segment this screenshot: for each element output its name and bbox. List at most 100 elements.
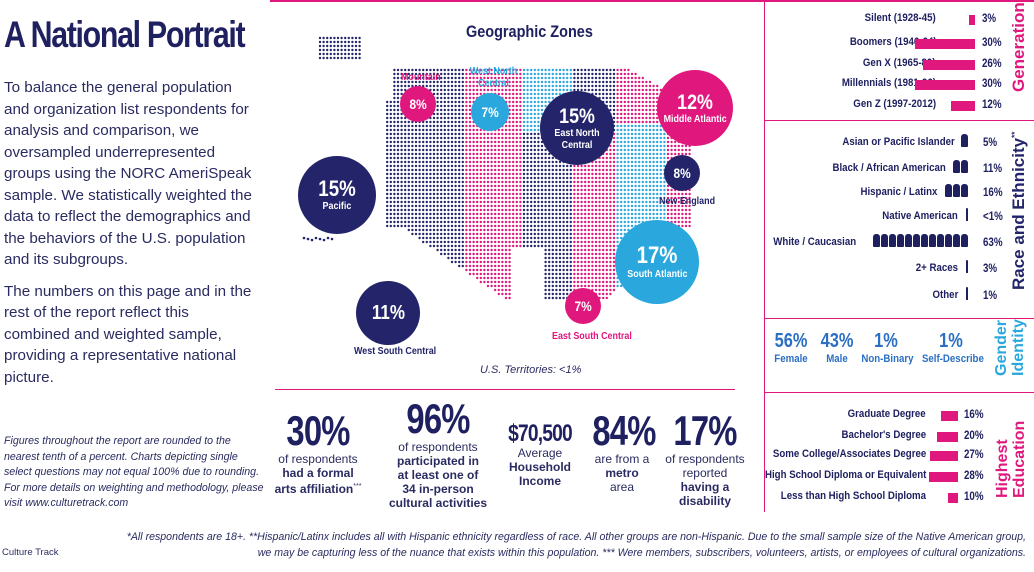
education-row-value: 20% <box>964 430 984 442</box>
stat-affiliation-l3: arts affiliation <box>274 482 354 496</box>
bubble-esc: 7% <box>565 288 601 324</box>
bubble-ma: 12% Middle Atlantic <box>657 70 733 146</box>
gender-item: 1% Self-Describe <box>918 330 984 365</box>
stat-affiliation: 30% of respondents had a formal arts aff… <box>268 407 368 497</box>
race-people-icons <box>961 134 968 147</box>
education-row-label: High School Diploma or Equivalent <box>764 469 926 481</box>
gender-divider <box>764 392 1034 393</box>
stat-participation-l2: participated in <box>396 454 479 468</box>
stat-income-l2: Household <box>509 460 571 474</box>
education-bar <box>947 493 958 503</box>
pacific-name: Pacific <box>322 200 352 212</box>
person-icon <box>913 234 920 247</box>
race-row-label: White / Caucasian <box>773 236 856 248</box>
gender-title-1: Gender <box>993 319 1010 376</box>
person-icon <box>953 234 960 247</box>
race-row-label: Hispanic / Latinx <box>860 186 937 198</box>
mountain-pct: 8% <box>409 96 427 112</box>
stat-disability-value: 17% <box>673 407 737 454</box>
race-row-value: <1% <box>983 211 1003 223</box>
education-bar <box>941 411 958 421</box>
enc-pct: 15% <box>559 104 595 128</box>
stat-metro-l3: area <box>609 480 635 494</box>
generation-row-value: 12% <box>982 99 1002 111</box>
gender-item: 43% Male <box>816 330 858 365</box>
stat-affiliation-sup: *** <box>353 483 362 490</box>
education-row-value: 27% <box>964 449 984 461</box>
education-title: Highest Education <box>994 421 1028 498</box>
education-bar <box>928 472 958 482</box>
gender-title-2: Identity <box>1010 319 1027 376</box>
bubble-sa: 17% South Atlantic <box>615 220 699 304</box>
stat-income: $70,500 Average Household Income <box>498 422 582 489</box>
gender-item: 1% Non-Binary <box>858 330 914 365</box>
race-row-label: Black / African American <box>832 162 946 174</box>
mountain-label: Mountain <box>401 71 441 83</box>
race-row-label: Asian or Pacific Islander <box>842 136 955 148</box>
person-icon <box>961 160 968 173</box>
stat-metro-l2: metro <box>605 466 639 480</box>
generation-title: Generation* <box>1009 0 1028 92</box>
generation-title-text: Generation <box>1009 2 1028 92</box>
gender-item: 56% Female <box>770 330 812 365</box>
pacific-pct: 15% <box>318 176 356 201</box>
race-row-value: 5% <box>983 137 998 149</box>
person-icon <box>929 234 936 247</box>
stat-disability-l3: having a <box>680 480 730 494</box>
bubble-enc: 15% East North Central <box>540 91 614 165</box>
top-rule <box>270 0 1034 2</box>
race-row-value: 1% <box>983 290 998 302</box>
person-icon <box>945 184 952 197</box>
race-people-icons <box>966 287 968 300</box>
wsc-label: West South Central <box>354 345 437 357</box>
wsc-pct: 11% <box>371 302 405 324</box>
fine-print: Figures throughout the report are rounde… <box>4 435 264 509</box>
education-row-label: Less than High School Diploma <box>780 490 926 502</box>
person-icon <box>953 184 960 197</box>
stat-disability-l4: disability <box>678 494 731 508</box>
person-icon <box>881 234 888 247</box>
page-title: A National Portrait <box>4 14 246 55</box>
generation-bar <box>915 39 975 49</box>
stat-participation-l3: at least one of <box>397 468 479 482</box>
stat-metro: 84% are from a metro area <box>584 407 660 495</box>
generation-row-value: 3% <box>982 13 997 25</box>
education-row-label: Some College/Associates Degree <box>772 448 926 460</box>
person-icon <box>961 134 968 147</box>
ne-label: New England <box>659 195 716 207</box>
race-people-icons <box>966 260 968 273</box>
gender-value: 1% <box>874 330 898 352</box>
race-people-icons <box>966 208 968 221</box>
stat-metro-l1: are from a <box>594 452 650 466</box>
person-icon <box>961 184 968 197</box>
gender-label: Female <box>774 353 808 365</box>
race-title: Race and Ethnicity** <box>1009 132 1028 290</box>
person-icon <box>953 160 960 173</box>
person-icon <box>966 287 968 300</box>
ma-name: Middle Atlantic <box>663 112 727 125</box>
gender-value: 56% <box>774 330 808 352</box>
education-row-value: 10% <box>964 491 984 503</box>
generation-bar <box>923 60 975 70</box>
stat-disability-l1: of respondents <box>665 452 745 466</box>
right-column-rule <box>764 2 765 512</box>
bubble-mountain: 8% <box>400 86 436 122</box>
race-row-label: 2+ Races <box>915 262 958 274</box>
race-row-value: 3% <box>983 263 998 275</box>
education-title-1: Highest <box>994 439 1011 498</box>
stat-metro-value: 84% <box>592 407 656 454</box>
person-icon <box>945 234 952 247</box>
person-icon <box>897 234 904 247</box>
stat-participation: 96% of respondents participated in at le… <box>380 398 496 511</box>
footer-line-2: we may be capturing less of the nuance t… <box>257 547 1026 559</box>
map-divider <box>275 389 735 390</box>
generation-bar <box>915 80 975 90</box>
race-row-label: Native American <box>882 210 958 222</box>
stat-disability: 17% of respondents reported having a dis… <box>664 407 746 509</box>
esc-pct: 7% <box>574 298 592 314</box>
wnc-pct: 7% <box>481 104 499 120</box>
sa-pct: 17% <box>636 242 678 269</box>
race-divider <box>764 318 1034 319</box>
stat-affiliation-value: 30% <box>286 407 350 454</box>
footer-line-1: *All respondents are 18+. **Hispanic/Lat… <box>126 531 1026 543</box>
